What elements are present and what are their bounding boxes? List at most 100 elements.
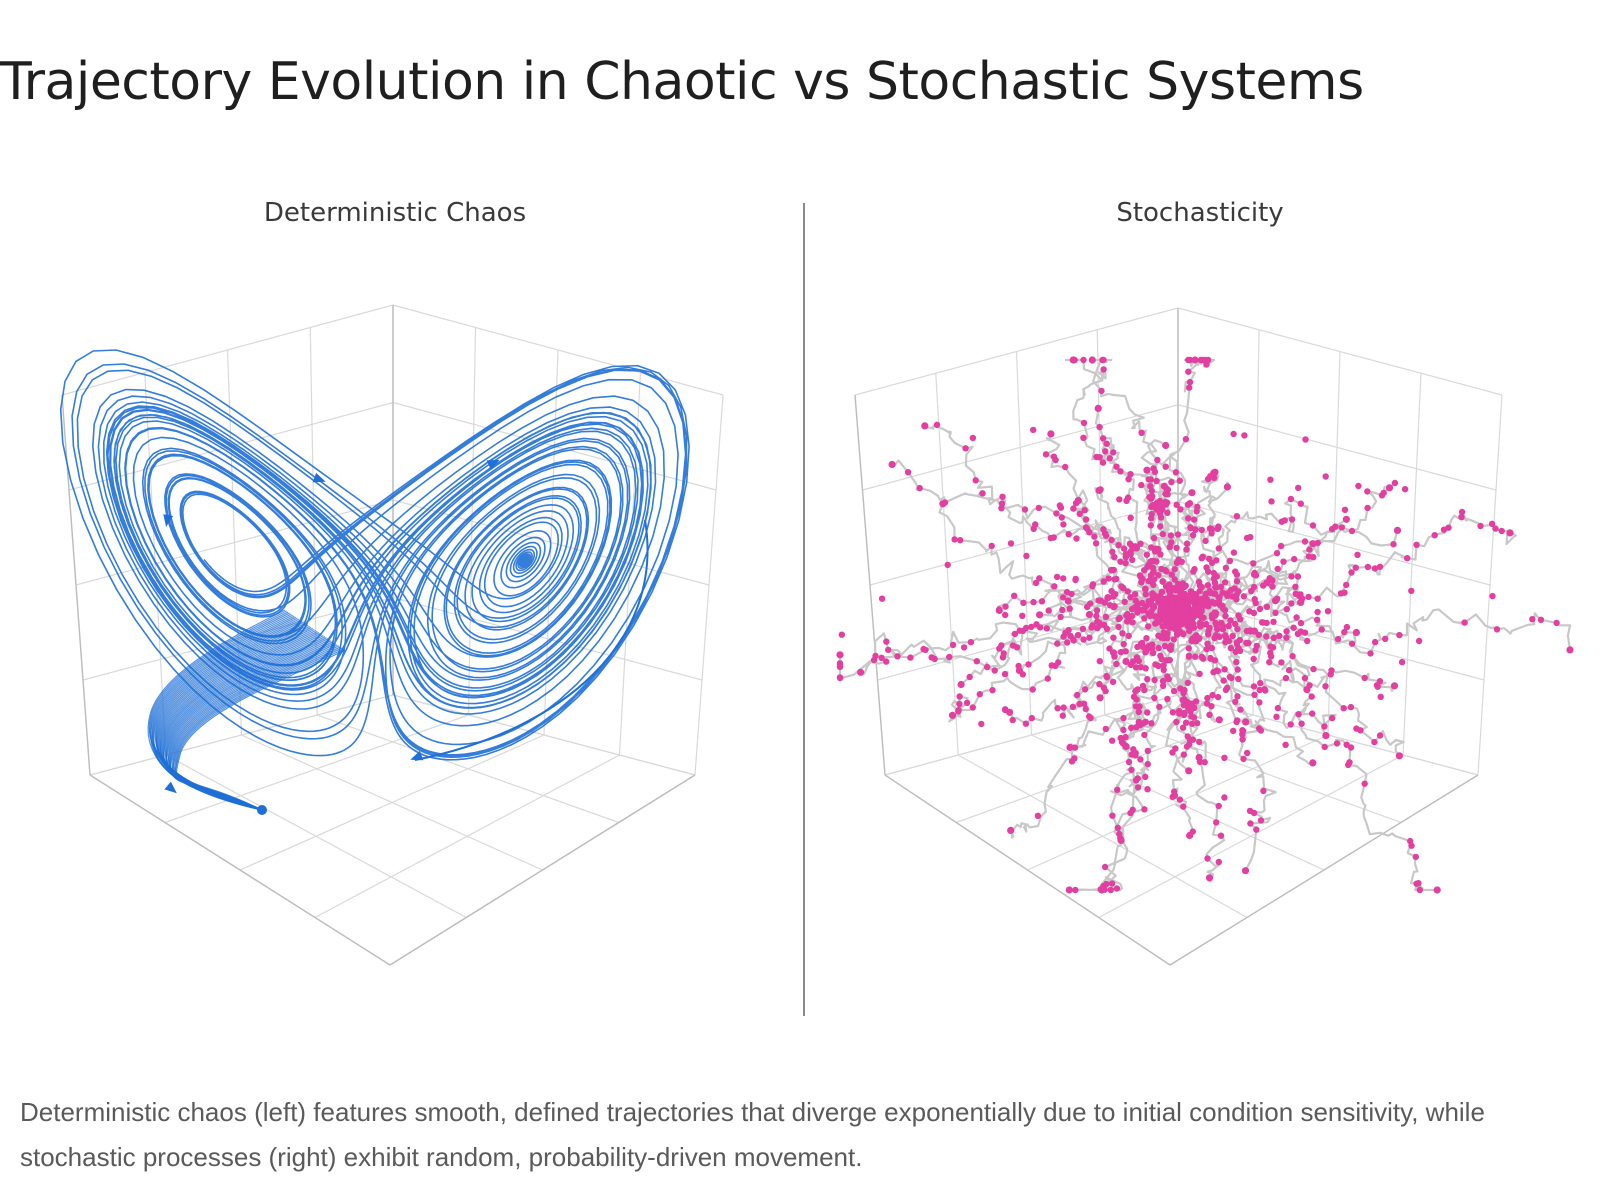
sample-point: [1180, 751, 1187, 758]
sample-point: [1282, 674, 1290, 682]
sample-point: [1287, 495, 1295, 503]
walker-endpoint: [1143, 466, 1151, 474]
scatter-point: [1111, 576, 1118, 583]
scatter-point: [1341, 506, 1349, 513]
sample-point: [1147, 522, 1154, 529]
scatter-point: [1250, 655, 1257, 663]
sample-point: [1142, 773, 1149, 781]
core-point: [1198, 613, 1206, 621]
walker-endpoint: [1074, 497, 1082, 505]
sample-point: [1367, 650, 1374, 657]
sample-point: [1160, 629, 1167, 636]
sample-point: [1142, 591, 1149, 598]
chaos-plot: [59, 304, 724, 966]
walker-path: [1181, 510, 1517, 622]
sample-point: [870, 656, 878, 664]
scatter-point: [1089, 581, 1097, 588]
scatter-point: [1246, 807, 1254, 815]
sample-point: [1309, 710, 1316, 717]
walker-endpoint: [1191, 356, 1199, 364]
scatter-point: [1076, 700, 1083, 708]
scatter-point: [1110, 649, 1117, 656]
sample-point: [1059, 606, 1066, 614]
scatter-point: [1209, 598, 1216, 606]
scatter-point: [1196, 619, 1204, 627]
sample-point: [1179, 696, 1186, 704]
scatter-point: [1221, 754, 1228, 761]
scatter-point: [1009, 642, 1017, 649]
core-point: [1171, 595, 1178, 602]
walker-path: [1064, 358, 1183, 609]
sample-point: [1293, 614, 1300, 621]
chaos-trajectories: [59, 349, 690, 815]
sample-point: [1257, 679, 1264, 687]
sample-point: [1294, 573, 1302, 580]
walker-path: [860, 606, 1183, 675]
sample-point: [1080, 356, 1087, 364]
sample-point: [1207, 473, 1214, 480]
sample-point: [836, 674, 844, 681]
core-point: [1155, 598, 1162, 606]
sample-point: [1214, 667, 1222, 675]
sample-point: [988, 542, 995, 550]
sample-point: [1156, 703, 1163, 711]
scatter-point: [1122, 560, 1129, 567]
sample-point: [1292, 583, 1299, 590]
sample-point: [1298, 720, 1305, 727]
sample-point: [933, 421, 941, 428]
grid-line: [1027, 734, 1329, 871]
walker-endpoint: [1506, 529, 1514, 537]
sample-point: [1148, 544, 1155, 551]
sample-point: [1185, 515, 1192, 522]
sample-point: [1119, 630, 1126, 637]
sample-point: [1340, 705, 1347, 712]
scatter-point: [838, 631, 845, 638]
sample-point: [991, 667, 998, 674]
sample-point: [1030, 598, 1037, 606]
sample-point: [1098, 387, 1105, 395]
scatter-point: [1355, 482, 1362, 490]
sample-point: [1137, 664, 1144, 671]
sample-point: [1155, 572, 1162, 579]
scatter-point: [1145, 577, 1152, 585]
scatter-point: [1226, 673, 1234, 681]
sample-point: [1102, 448, 1109, 455]
scatter-point: [1226, 557, 1234, 565]
sample-point: [1043, 625, 1050, 632]
scatter-point: [1233, 640, 1241, 648]
sample-point: [999, 493, 1006, 500]
sample-point: [1194, 503, 1201, 511]
sample-point: [1081, 686, 1089, 693]
sample-point: [1229, 632, 1236, 640]
sample-point: [1314, 595, 1321, 602]
sample-point: [1150, 534, 1158, 542]
direction-arrow: [410, 750, 424, 761]
sample-point: [1133, 696, 1140, 703]
sample-point: [949, 641, 957, 649]
scatter-point: [1276, 632, 1283, 639]
scatter-point: [1138, 579, 1145, 586]
sample-point: [1206, 589, 1213, 596]
sample-point: [1144, 709, 1151, 716]
sample-point: [1280, 558, 1287, 565]
sample-point: [1172, 587, 1180, 594]
sample-point: [1159, 531, 1166, 538]
sample-point: [1341, 628, 1348, 636]
scatter-point: [1283, 606, 1290, 613]
sample-point: [1001, 670, 1009, 678]
core-point: [1184, 593, 1191, 601]
stochastic-panel: Stochasticity: [810, 190, 1590, 1020]
diverging-trajectory: [174, 648, 344, 811]
grid-line: [694, 394, 724, 776]
scatter-point: [1222, 612, 1229, 620]
sample-point: [1074, 631, 1082, 639]
sample-point: [1412, 853, 1419, 861]
sample-point: [1298, 595, 1306, 602]
direction-arrow: [486, 459, 500, 470]
scatter-point: [1285, 667, 1293, 674]
sample-point: [1347, 744, 1355, 751]
sample-point: [966, 673, 973, 681]
sample-point: [1215, 858, 1222, 866]
sample-point: [1234, 693, 1241, 700]
core-point: [1168, 609, 1176, 617]
